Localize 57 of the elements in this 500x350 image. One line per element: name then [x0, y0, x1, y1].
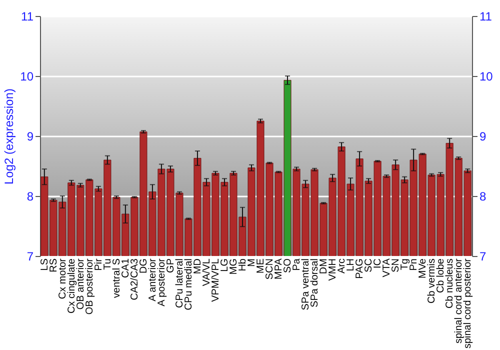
x-tick-label: LG — [219, 258, 230, 272]
x-tick-label: GP — [165, 258, 176, 273]
x-tick-label: DM — [318, 258, 330, 274]
x-tick-label: PAG — [354, 258, 366, 279]
x-tick-label: MG — [228, 258, 240, 275]
x-tick-label: Pa — [292, 258, 303, 271]
x-tick-label: Hb — [237, 258, 248, 272]
y2-tick-label: 9 — [480, 130, 486, 144]
x-tick-label: OB posterior — [84, 258, 96, 315]
x-tick-label: VTA — [382, 258, 393, 278]
y2-tick-label: 8 — [480, 190, 486, 204]
x-tick-label: CPu lateral — [174, 258, 186, 308]
x-tick-label: SN — [390, 258, 402, 272]
y2-tick-label: 10 — [480, 70, 494, 84]
x-tick-label: VPM/VPL — [210, 258, 222, 302]
x-tick-label: Cx cingulate — [66, 258, 78, 314]
x-tick-label: MVe — [418, 258, 429, 279]
y-tick-label: 10 — [20, 70, 34, 84]
x-tick-label: VMH — [328, 258, 339, 281]
x-tick-label: Tg — [400, 258, 411, 270]
x-tick-label: spinal cord posterior — [462, 258, 474, 349]
x-tick-label: ME — [256, 258, 266, 274]
x-tick-label: SC — [364, 258, 375, 272]
x-tick-label: DG — [138, 258, 150, 274]
x-tick-label: SPa dorsal — [310, 258, 321, 308]
y2-tick-label: 7 — [480, 250, 486, 264]
x-tick-label: spinal cord anterior — [454, 258, 465, 344]
x-tick-label: VA/VL — [201, 258, 212, 286]
x-tick-label: Cb lobe — [436, 258, 447, 293]
x-tick-label: A posterior — [156, 258, 168, 306]
x-tick-label: MD — [192, 258, 204, 274]
x-tick-label: OB anterior — [75, 258, 86, 310]
y-tick-label: 9 — [26, 130, 34, 144]
x-tick-label: Tu — [102, 258, 114, 270]
x-tick-label: Arc — [336, 258, 348, 274]
x-tick-label: Pir — [93, 258, 104, 271]
x-tick-label: ventral S — [111, 258, 122, 298]
y2-tick-label: 11 — [480, 10, 492, 24]
x-tick-label: Pn — [408, 258, 420, 271]
x-tick-label: LH — [346, 258, 357, 272]
x-tick-label: A anterior — [147, 258, 158, 302]
x-tick-label: Cb nucleus — [444, 258, 456, 309]
y-tick-label: 11 — [21, 10, 34, 24]
x-tick-label: MPA — [274, 258, 285, 280]
x-tick-label: CPu medial — [183, 258, 194, 310]
x-tick-label: LS — [39, 258, 50, 271]
y-tick-label: 8 — [26, 190, 34, 204]
x-tick-label: SO — [282, 258, 294, 273]
y-tick-label: 7 — [26, 250, 34, 264]
x-tick-label: CA2/CA3 — [129, 258, 140, 300]
x-tick-label: IC — [372, 258, 384, 268]
x-tick-label: M — [246, 258, 258, 267]
x-tick-label: CA1 — [120, 258, 132, 278]
x-tick-label: SCN — [264, 258, 276, 280]
x-tick-label: Cx motor — [57, 258, 68, 300]
x-tick-label: RS — [48, 258, 60, 272]
y-axis-title: Log2 (expression) — [2, 88, 16, 185]
